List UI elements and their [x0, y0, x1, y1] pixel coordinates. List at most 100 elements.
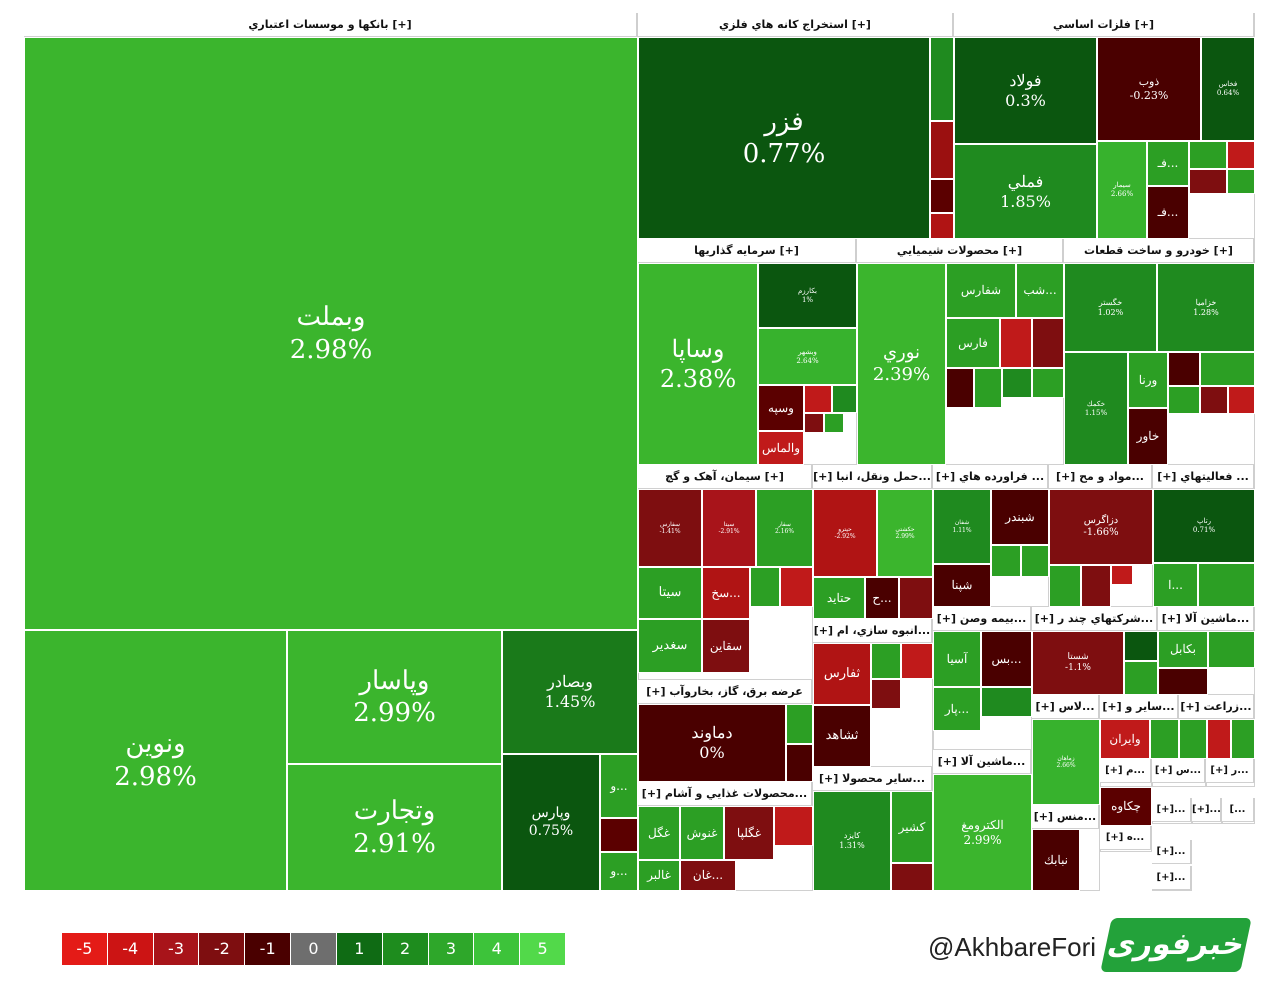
stock-tile[interactable]: [1124, 631, 1158, 661]
stock-tile[interactable]: [930, 179, 954, 213]
sector-header[interactable]: [+] منس...: [1032, 805, 1100, 829]
stock-tile[interactable]: [824, 413, 844, 433]
stock-tile[interactable]: [871, 643, 901, 679]
stock-tile[interactable]: [786, 704, 813, 744]
stock-tile[interactable]: زماهان 2.66%: [1032, 719, 1100, 805]
sector-header[interactable]: [+] ر...: [1206, 759, 1255, 783]
stock-tile[interactable]: ثشاهد: [813, 705, 871, 767]
stock-tile[interactable]: [1200, 386, 1228, 414]
stock-tile[interactable]: [1158, 668, 1208, 695]
sector-header[interactable]: [+] مواد و مح...: [1049, 465, 1153, 489]
stock-tile[interactable]: [1000, 318, 1032, 368]
stock-tile[interactable]: [1081, 565, 1111, 607]
stock-tile[interactable]: ح...: [865, 577, 899, 619]
stock-tile[interactable]: غنوش: [680, 806, 724, 860]
stock-tile[interactable]: غالبر: [638, 860, 680, 891]
stock-tile[interactable]: [891, 863, 933, 891]
sector-header[interactable]: [+]...: [1152, 798, 1192, 822]
stock-tile[interactable]: خزاميا 1.28%: [1157, 263, 1255, 352]
stock-tile[interactable]: وساپا 2.38%: [638, 263, 758, 465]
sector-header[interactable]: [+] لاس...: [1032, 695, 1100, 719]
stock-tile[interactable]: [1228, 386, 1255, 414]
sector-header[interactable]: [+] ه...: [1100, 826, 1152, 850]
sector-header[interactable]: [+]...: [1152, 840, 1192, 864]
stock-tile[interactable]: وبملت 2.98%: [24, 37, 638, 630]
sector-header[interactable]: [+] بيمه وصن...: [933, 607, 1032, 631]
stock-tile[interactable]: [1198, 563, 1255, 607]
stock-tile[interactable]: دزاگرس -1.66%: [1049, 489, 1153, 565]
stock-tile[interactable]: نبابك: [1032, 829, 1080, 891]
sector-header[interactable]: [+] س...: [1152, 759, 1206, 783]
stock-tile[interactable]: بس...: [981, 631, 1032, 687]
stock-tile[interactable]: خاور: [1128, 408, 1168, 465]
sector-header[interactable]: [+] ماشين آلا...: [1158, 607, 1255, 631]
stock-tile[interactable]: وايران: [1100, 719, 1150, 759]
stock-tile[interactable]: فـ...: [1147, 186, 1189, 239]
stock-tile[interactable]: سفار 2.16%: [756, 489, 813, 567]
sector-header[interactable]: [...: [1222, 798, 1255, 822]
stock-tile[interactable]: [930, 37, 954, 121]
stock-tile[interactable]: ثفارس: [813, 643, 871, 705]
stock-tile[interactable]: [1002, 368, 1032, 398]
stock-tile[interactable]: سيتا -2.91%: [702, 489, 756, 567]
stock-tile[interactable]: غگلپا: [724, 806, 774, 860]
sector-header[interactable]: [+] م...: [1100, 759, 1152, 783]
stock-tile[interactable]: [1150, 719, 1179, 759]
stock-tile[interactable]: ا...: [1153, 563, 1198, 607]
stock-tile[interactable]: ورنا: [1128, 352, 1168, 408]
stock-tile[interactable]: [1049, 565, 1081, 607]
sector-header[interactable]: [+] ماشين آلا...: [933, 750, 1032, 774]
sector-header[interactable]: [+]...: [1192, 798, 1222, 822]
stock-tile[interactable]: فولاد 0.3%: [954, 37, 1097, 144]
stock-tile[interactable]: حكشتي 2.99%: [877, 489, 933, 577]
stock-tile[interactable]: [974, 368, 1002, 408]
sector-header[interactable]: سيمان، آهک و گچ [+]: [638, 465, 813, 489]
stock-tile[interactable]: [1124, 661, 1158, 695]
stock-tile[interactable]: فارس: [946, 318, 1000, 368]
stock-tile[interactable]: شپنا: [933, 564, 991, 607]
stock-tile[interactable]: [1227, 141, 1255, 169]
stock-tile[interactable]: شب...: [1016, 263, 1064, 318]
stock-tile[interactable]: [832, 385, 857, 413]
stock-tile[interactable]: [930, 121, 954, 179]
stock-tile[interactable]: [1021, 545, 1049, 577]
stock-tile[interactable]: و...: [600, 754, 638, 818]
stock-tile[interactable]: [1231, 719, 1255, 759]
stock-tile[interactable]: والماس: [758, 431, 804, 465]
stock-tile[interactable]: وبصادر 1.45%: [502, 630, 638, 754]
sector-header[interactable]: بانکها و موسسات اعتباري [+]: [24, 13, 638, 37]
stock-tile[interactable]: [1168, 386, 1200, 414]
stock-tile[interactable]: ونوين 2.98%: [24, 630, 287, 891]
stock-tile[interactable]: بكابل: [1158, 631, 1208, 668]
stock-tile[interactable]: وپاسار 2.99%: [287, 630, 502, 764]
stock-tile[interactable]: سقاين: [702, 619, 750, 673]
stock-tile[interactable]: خگستر 1.02%: [1064, 263, 1157, 352]
stock-tile[interactable]: غگل: [638, 806, 680, 860]
stock-tile[interactable]: بكارزم 1%: [758, 263, 857, 328]
sector-header[interactable]: خودرو و ساخت قطعات [+]: [1064, 239, 1255, 263]
stock-tile[interactable]: [1208, 631, 1255, 668]
stock-tile[interactable]: آسيا: [933, 631, 981, 687]
stock-tile[interactable]: حپترو -2.92%: [813, 489, 877, 577]
sector-header[interactable]: [+] حمل ونقل، انبا...: [813, 465, 933, 489]
stock-tile[interactable]: كايزد 1.31%: [813, 791, 891, 891]
stock-tile[interactable]: دماوند 0%: [638, 704, 786, 782]
stock-tile[interactable]: وبشهر 2.64%: [758, 328, 857, 385]
sector-header[interactable]: استخراج کانه هاي فلزي [+]: [638, 13, 954, 37]
sector-header[interactable]: [+] فعاليتهاي ...: [1153, 465, 1255, 489]
stock-tile[interactable]: و...: [600, 852, 638, 891]
stock-tile[interactable]: وتجارت 2.91%: [287, 764, 502, 891]
stock-tile[interactable]: فـ...: [1147, 141, 1189, 186]
sector-header[interactable]: [+] شرکتهاي چند ر...: [1032, 607, 1158, 631]
stock-tile[interactable]: [1179, 719, 1207, 759]
stock-tile[interactable]: سغدير: [638, 619, 702, 673]
stock-tile[interactable]: سفارس -1.41%: [638, 489, 702, 567]
stock-tile[interactable]: [804, 413, 824, 433]
stock-tile[interactable]: [804, 385, 832, 413]
stock-tile[interactable]: فملي 1.85%: [954, 144, 1097, 239]
stock-tile[interactable]: [1189, 141, 1227, 169]
stock-tile[interactable]: [600, 818, 638, 852]
stock-tile[interactable]: ذوب -0.23%: [1097, 37, 1201, 141]
sector-header[interactable]: فلزات اساسي [+]: [954, 13, 1255, 37]
stock-tile[interactable]: [899, 577, 933, 619]
